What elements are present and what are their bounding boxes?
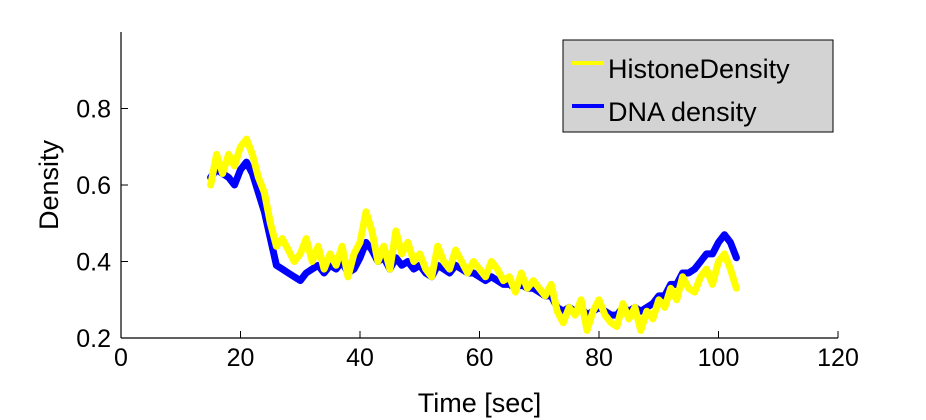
x-tick-label: 80 <box>585 344 613 372</box>
x-tick-label: 60 <box>466 344 494 372</box>
x-tick-label: 0 <box>114 344 128 372</box>
x-tick-label: 120 <box>817 344 859 372</box>
x-axis-label: Time [sec] <box>418 388 542 418</box>
y-tick-label: 0.4 <box>76 249 111 277</box>
series-layer <box>207 135 740 334</box>
legend-label-histone: HistoneDensity <box>608 54 790 84</box>
y-axis-label: Density <box>34 139 64 230</box>
histone-density-line <box>207 135 740 334</box>
x-tick-label: 100 <box>698 344 740 372</box>
legend-box <box>562 39 834 133</box>
y-tick-label: 0.2 <box>76 325 111 353</box>
labels-layer: Time [sec] Density <box>34 139 541 418</box>
y-tick-label: 0.6 <box>76 172 111 200</box>
x-tick-label: 40 <box>346 344 374 372</box>
legend-label-dna: DNA density <box>608 97 757 127</box>
dna-density-line <box>207 158 740 319</box>
axes: 0 20 40 60 80 100 120 0.2 0.4 0.6 0.8 <box>76 32 859 372</box>
x-tick-label: 20 <box>227 344 255 372</box>
y-tick-label: 0.8 <box>76 96 111 124</box>
legend: HistoneDensity DNA density <box>562 39 834 133</box>
